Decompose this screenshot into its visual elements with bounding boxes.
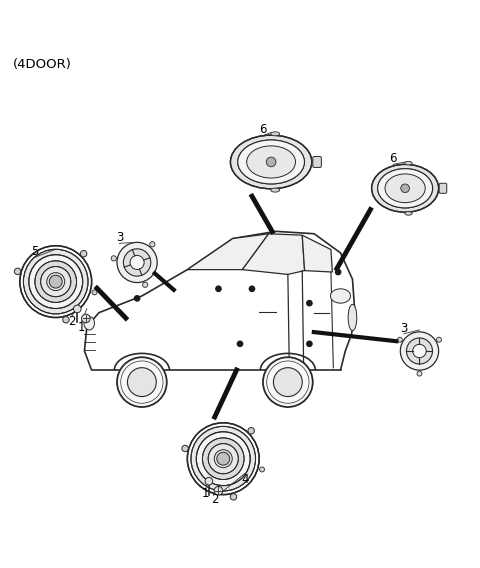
Circle shape [63, 316, 69, 323]
Ellipse shape [348, 304, 357, 331]
Circle shape [73, 305, 81, 313]
Circle shape [248, 428, 254, 434]
Circle shape [217, 452, 230, 465]
Circle shape [130, 256, 144, 269]
Circle shape [260, 467, 264, 472]
FancyBboxPatch shape [313, 157, 322, 168]
Circle shape [203, 438, 244, 479]
Circle shape [237, 340, 243, 347]
Text: 2: 2 [211, 493, 219, 506]
Circle shape [397, 337, 402, 342]
Circle shape [401, 184, 409, 193]
Circle shape [82, 314, 90, 323]
Circle shape [400, 332, 439, 370]
Text: 6: 6 [389, 152, 397, 165]
Circle shape [266, 157, 276, 167]
Ellipse shape [238, 140, 304, 184]
Text: (4DOOR): (4DOOR) [12, 57, 72, 70]
Circle shape [306, 300, 313, 307]
Circle shape [249, 286, 255, 292]
Circle shape [143, 282, 148, 287]
Circle shape [407, 338, 432, 364]
Circle shape [274, 367, 302, 396]
Circle shape [49, 275, 62, 288]
Ellipse shape [247, 146, 296, 178]
Circle shape [35, 261, 76, 302]
Circle shape [417, 371, 422, 376]
Circle shape [92, 290, 97, 295]
Polygon shape [187, 234, 269, 270]
Ellipse shape [405, 161, 412, 165]
Circle shape [123, 249, 151, 276]
Text: 1: 1 [77, 320, 85, 333]
Circle shape [263, 357, 313, 407]
Circle shape [191, 427, 255, 491]
Ellipse shape [271, 132, 280, 136]
Circle shape [117, 243, 157, 282]
Text: 5: 5 [32, 245, 39, 258]
Ellipse shape [394, 180, 417, 197]
Text: 3: 3 [116, 231, 123, 244]
Circle shape [134, 295, 141, 302]
Text: 2: 2 [68, 315, 75, 328]
Circle shape [29, 254, 83, 308]
Circle shape [117, 357, 167, 407]
Circle shape [436, 337, 442, 342]
Text: 6: 6 [259, 123, 267, 136]
Ellipse shape [372, 164, 439, 212]
Ellipse shape [378, 169, 432, 208]
Circle shape [24, 249, 88, 314]
Ellipse shape [385, 174, 425, 203]
Circle shape [215, 286, 222, 292]
Circle shape [413, 344, 426, 358]
Circle shape [306, 340, 313, 347]
Ellipse shape [405, 212, 412, 215]
Ellipse shape [247, 146, 296, 178]
Text: 3: 3 [400, 321, 408, 335]
Circle shape [196, 432, 250, 486]
Ellipse shape [238, 140, 304, 184]
Polygon shape [242, 234, 305, 274]
Ellipse shape [84, 316, 95, 330]
Circle shape [41, 266, 71, 296]
FancyBboxPatch shape [439, 183, 447, 193]
Circle shape [214, 486, 223, 495]
Text: 1: 1 [202, 487, 209, 500]
Circle shape [111, 256, 116, 261]
Polygon shape [302, 235, 332, 272]
Circle shape [14, 268, 21, 274]
Circle shape [205, 477, 213, 485]
Circle shape [335, 269, 341, 275]
Ellipse shape [385, 174, 425, 203]
Ellipse shape [230, 135, 312, 189]
Circle shape [182, 445, 188, 452]
Circle shape [128, 367, 156, 396]
Text: 4: 4 [241, 473, 249, 486]
Circle shape [150, 241, 155, 247]
Circle shape [230, 494, 237, 500]
Ellipse shape [378, 169, 432, 208]
Circle shape [208, 444, 239, 474]
Ellipse shape [271, 188, 280, 192]
Ellipse shape [257, 153, 285, 172]
Ellipse shape [330, 289, 350, 303]
Circle shape [81, 250, 87, 257]
